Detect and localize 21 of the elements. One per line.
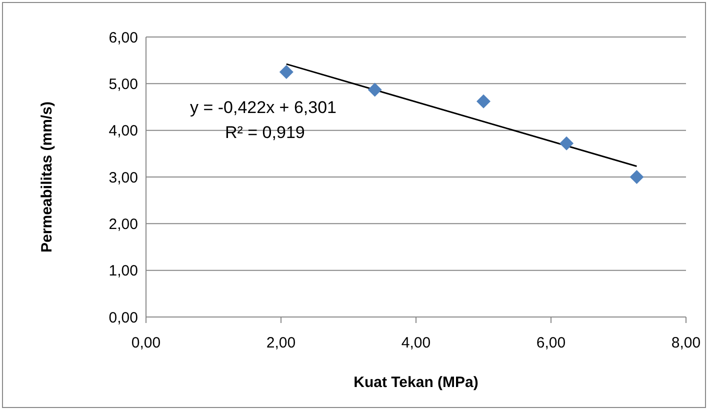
point xyxy=(279,65,294,79)
x-tick-label: 6,00 xyxy=(536,334,566,352)
point xyxy=(560,136,574,150)
annotation: R² = 0,919 xyxy=(225,123,306,143)
point xyxy=(630,170,644,184)
y-tick-label: 3,00 xyxy=(108,169,138,186)
y-tick-label: 6,00 xyxy=(108,29,138,46)
x-tick-label: 0,00 xyxy=(131,334,161,352)
y-axis-title: Permeabilitas (mm/s) xyxy=(38,102,56,252)
y-tick-label: 2,00 xyxy=(108,216,138,233)
point xyxy=(368,82,382,97)
x-tick-label: 4,00 xyxy=(401,334,431,352)
y-tick-label: 5,00 xyxy=(108,76,138,93)
x-axis-title: Kuat Tekan (MPa) xyxy=(354,374,478,391)
y-tick-label: 0,00 xyxy=(108,309,138,326)
y-tick-label: 4,00 xyxy=(108,122,138,140)
point xyxy=(476,94,490,108)
x-tick-label: 2,00 xyxy=(266,334,296,352)
x-tick-label: 8,00 xyxy=(671,334,701,352)
annotation: y = -0,422x + 6,301 xyxy=(190,98,338,118)
y-tick-label: 1,00 xyxy=(108,262,138,280)
